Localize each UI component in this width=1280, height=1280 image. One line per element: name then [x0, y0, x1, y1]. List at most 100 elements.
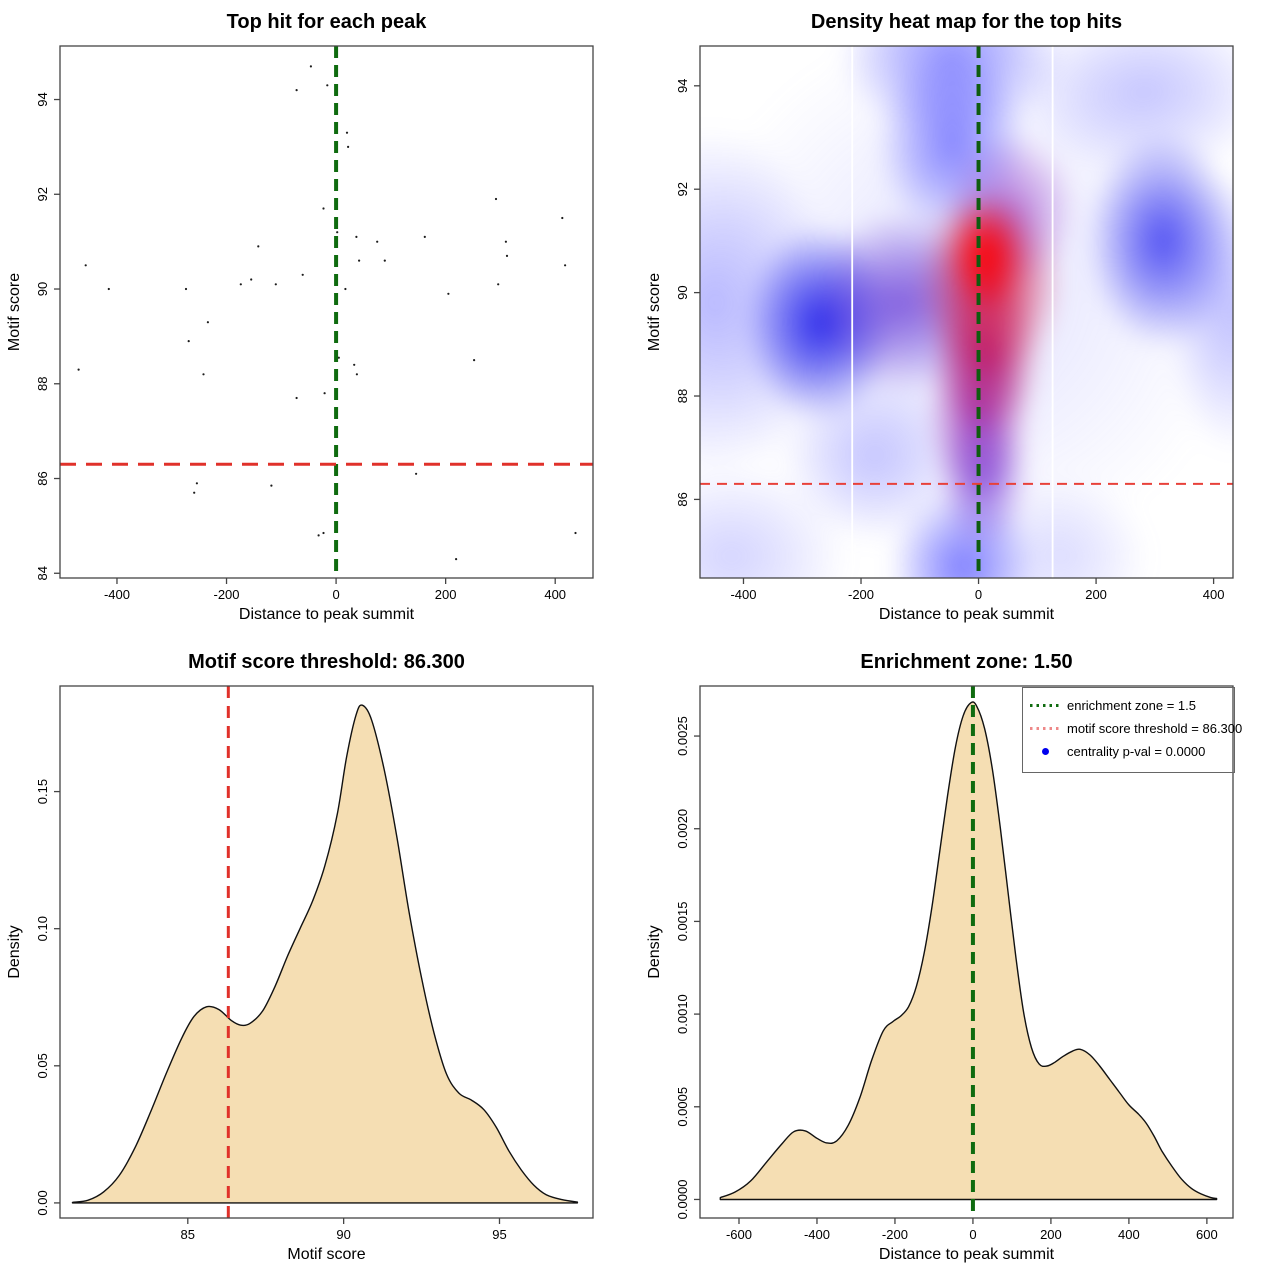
- y-tick-label: 86: [675, 492, 690, 506]
- x-tick-label: -200: [848, 587, 874, 602]
- y-tick-label: 0.0020: [675, 809, 690, 849]
- x-tick-label: 85: [181, 1227, 195, 1242]
- x-axis-label: Distance to peak summit: [878, 1246, 1055, 1263]
- data-point: [344, 287, 347, 291]
- x-axis-label: Distance to peak summit: [878, 606, 1055, 623]
- data-point: [423, 235, 426, 238]
- data-point: [301, 273, 304, 276]
- data-point: [77, 368, 80, 371]
- x-axis-label: Motif score: [287, 1246, 366, 1263]
- chart-title: Top hit for each peak: [226, 11, 427, 33]
- y-tick-label: 84: [35, 566, 50, 580]
- panel-top-hit-scatter: -400 -200 0 200 400 84 86 88 90 92 94 Top hit for …: [0, 0, 640, 640]
- x-tick-label: 400: [1118, 1227, 1140, 1242]
- data-point: [107, 287, 110, 291]
- x-tick-label: -400: [804, 1227, 830, 1242]
- y-tick-label: 0.0005: [675, 1087, 690, 1127]
- data-point: [494, 197, 498, 201]
- panel-distance-density: -600 -400 -200 0 200 400 600 0.0000 0.0005 0.0010…: [640, 640, 1280, 1280]
- data-point: [337, 356, 340, 359]
- heatmap-plot: -400 -200 0 200 400 86 88 90 92 94: [675, 45, 1234, 602]
- y-tick-label: 0.0015: [675, 902, 690, 942]
- data-point: [239, 283, 242, 286]
- x-tick-label: 200: [1040, 1227, 1062, 1242]
- data-point: [355, 235, 358, 238]
- legend-item-motif-threshold: motif score threshold = 86.300: [1023, 717, 1242, 740]
- chart-title: Density heat map for the top hits: [810, 11, 1123, 33]
- legend-item-enrichment-zone: enrichment zone = 1.5: [1023, 694, 1234, 717]
- data-point: [274, 283, 277, 286]
- y-tick-label: 0.0010: [675, 994, 690, 1034]
- data-point: [193, 491, 196, 494]
- data-point: [358, 259, 361, 262]
- data-point: [505, 254, 509, 257]
- data-point: [336, 231, 339, 234]
- data-point: [504, 240, 507, 243]
- axes: -400 -200 0 200 400 84 86 88 90 92 94: [35, 45, 594, 602]
- data-point: [564, 264, 567, 267]
- data-point: [257, 245, 260, 248]
- data-point: [447, 292, 450, 295]
- data-point: [322, 531, 325, 535]
- y-tick-label: 0.0025: [675, 716, 690, 756]
- data-point: [317, 534, 320, 537]
- x-tick-label: -200: [214, 587, 240, 602]
- data-point: [309, 65, 312, 68]
- data-point: [206, 321, 209, 324]
- x-tick-label: -600: [726, 1227, 752, 1242]
- y-axis-label: Density: [646, 925, 663, 979]
- dotted-line-icon: [1023, 727, 1067, 730]
- data-point: [326, 84, 329, 87]
- chart-title: Motif score threshold: 86.300: [188, 651, 465, 673]
- y-tick-label: 88: [675, 389, 690, 403]
- y-tick-label: 0.15: [35, 779, 50, 804]
- x-tick-label: -400: [730, 587, 756, 602]
- y-tick-label: 88: [35, 377, 50, 391]
- data-point: [270, 484, 273, 487]
- x-tick-label: 400: [544, 587, 566, 602]
- data-point: [561, 216, 564, 220]
- data-point: [195, 482, 198, 485]
- data-point: [353, 363, 356, 366]
- density-plot: -600 -400 -200 0 200 400 600 0.0000 0.0005 0.0010…: [675, 685, 1234, 1242]
- density-curve: [719, 701, 1218, 1201]
- y-tick-label: 0.0000: [675, 1180, 690, 1220]
- heat-blob: [1087, 132, 1233, 350]
- y-tick-label: 0.10: [35, 916, 50, 941]
- dot-icon: [1023, 748, 1067, 755]
- x-tick-label: 95: [492, 1227, 506, 1242]
- y-tick-label: 92: [675, 182, 690, 196]
- legend: enrichment zone = 1.5 motif score thresh…: [1022, 687, 1242, 773]
- data-point: [84, 264, 87, 267]
- y-tick-label: 94: [35, 92, 50, 106]
- x-axis-label: Distance to peak summit: [238, 606, 415, 623]
- x-tick-label: 200: [435, 587, 457, 602]
- y-axis-label: Motif score: [6, 272, 23, 352]
- heatmap-image: [700, 46, 1233, 578]
- data-point: [574, 531, 577, 535]
- data-point: [455, 558, 458, 561]
- y-axis-label: Density: [6, 925, 23, 979]
- legend-item-centrality-pval: centrality p-val = 0.0000: [1023, 740, 1234, 763]
- data-point: [345, 131, 349, 134]
- data-point: [415, 472, 418, 475]
- data-point: [383, 259, 386, 262]
- data-point: [322, 207, 325, 210]
- x-tick-label: 600: [1196, 1227, 1218, 1242]
- y-axis-label: Motif score: [646, 272, 663, 352]
- dotted-line-icon: [1023, 704, 1067, 707]
- panel-motif-score-density: 85 90 95 0.00 0.05 0.10 0.15 Motif score thres…: [0, 640, 640, 1280]
- density-curve: [71, 704, 579, 1204]
- data-point: [202, 373, 205, 376]
- data-point: [184, 287, 188, 291]
- panel-density-heatmap: -400 -200 0 200 400 86 88 90 92 94 Density heat m…: [640, 0, 1280, 640]
- x-tick-label: 0: [969, 1227, 976, 1242]
- axes: 85 90 95 0.00 0.05 0.10 0.15: [35, 685, 594, 1242]
- x-tick-label: 200: [1085, 587, 1107, 602]
- y-tick-label: 92: [35, 187, 50, 201]
- scatter-plot: -400 -200 0 200 400 84 86 88 90 92 94: [35, 45, 594, 602]
- data-point: [323, 392, 326, 395]
- y-tick-label: 90: [35, 282, 50, 296]
- data-point: [473, 359, 476, 362]
